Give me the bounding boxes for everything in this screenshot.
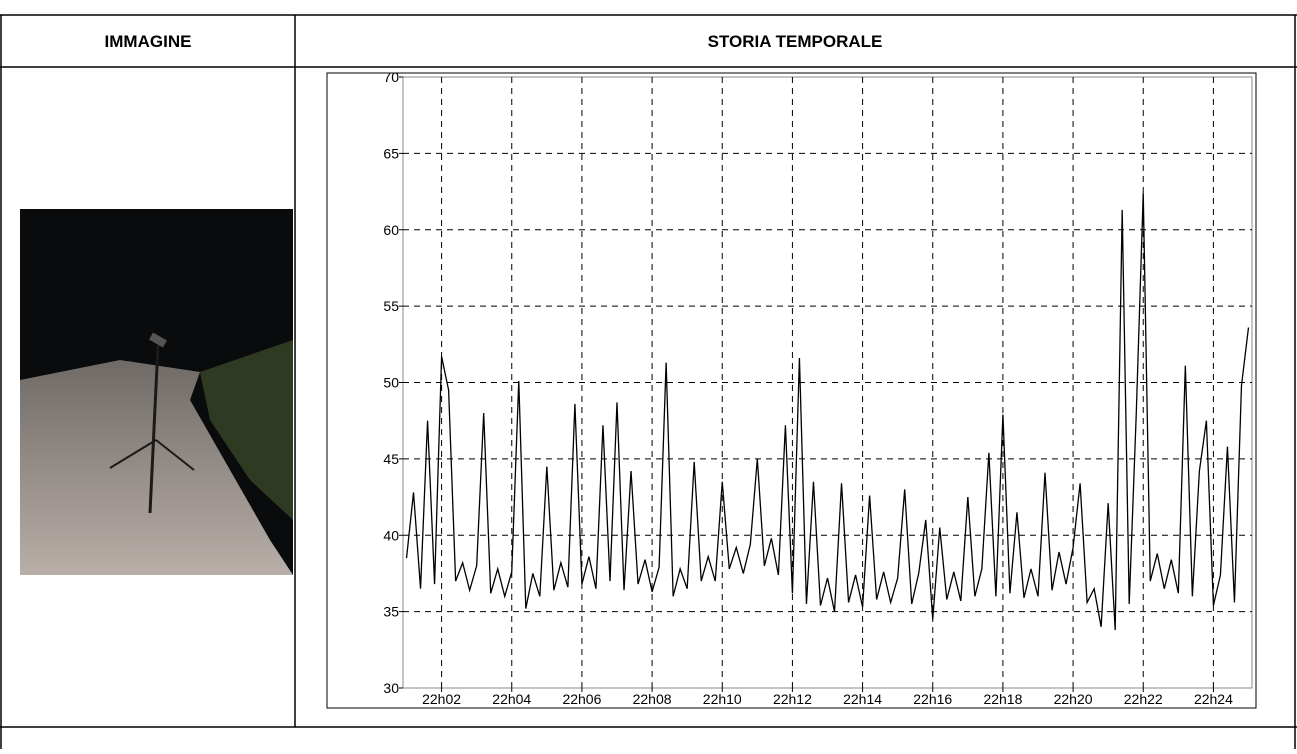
x-tick-label: 22h22 [1124, 691, 1163, 707]
x-tick-label: 22h24 [1194, 691, 1233, 707]
y-tick-label: 40 [383, 527, 399, 543]
y-tick-label: 45 [383, 451, 399, 467]
x-tick-label: 22h18 [983, 691, 1022, 707]
x-tick-label: 22h02 [422, 691, 461, 707]
y-tick-label: 70 [383, 69, 399, 85]
series-line [405, 193, 1250, 630]
y-tick-label: 65 [383, 145, 399, 161]
x-tick-label: 22h20 [1054, 691, 1093, 707]
x-tick-label: 22h10 [703, 691, 742, 707]
y-tick-label: 50 [383, 375, 399, 391]
x-tick-label: 22h08 [633, 691, 672, 707]
x-tick-label: 22h04 [492, 691, 531, 707]
x-tick-label: 22h14 [843, 691, 882, 707]
x-tick-label: 22h16 [913, 691, 952, 707]
x-tick-label: 22h06 [562, 691, 601, 707]
y-tick-label: 55 [383, 298, 399, 314]
y-tick-label: 35 [383, 604, 399, 620]
chart-frame [326, 72, 1257, 709]
x-tick-label: 22h12 [773, 691, 812, 707]
column-header: STORIA TEMPORALE [708, 32, 883, 51]
photo [20, 209, 293, 575]
y-tick-label: 60 [383, 222, 399, 238]
chart: 30 35 40 45 50 55 60 65 70 22h02 22h04 22h06 22h08 22… [383, 69, 1252, 707]
table-borders [0, 14, 1297, 749]
column-header: IMMAGINE [105, 32, 192, 51]
y-tick-label: 30 [383, 680, 399, 696]
